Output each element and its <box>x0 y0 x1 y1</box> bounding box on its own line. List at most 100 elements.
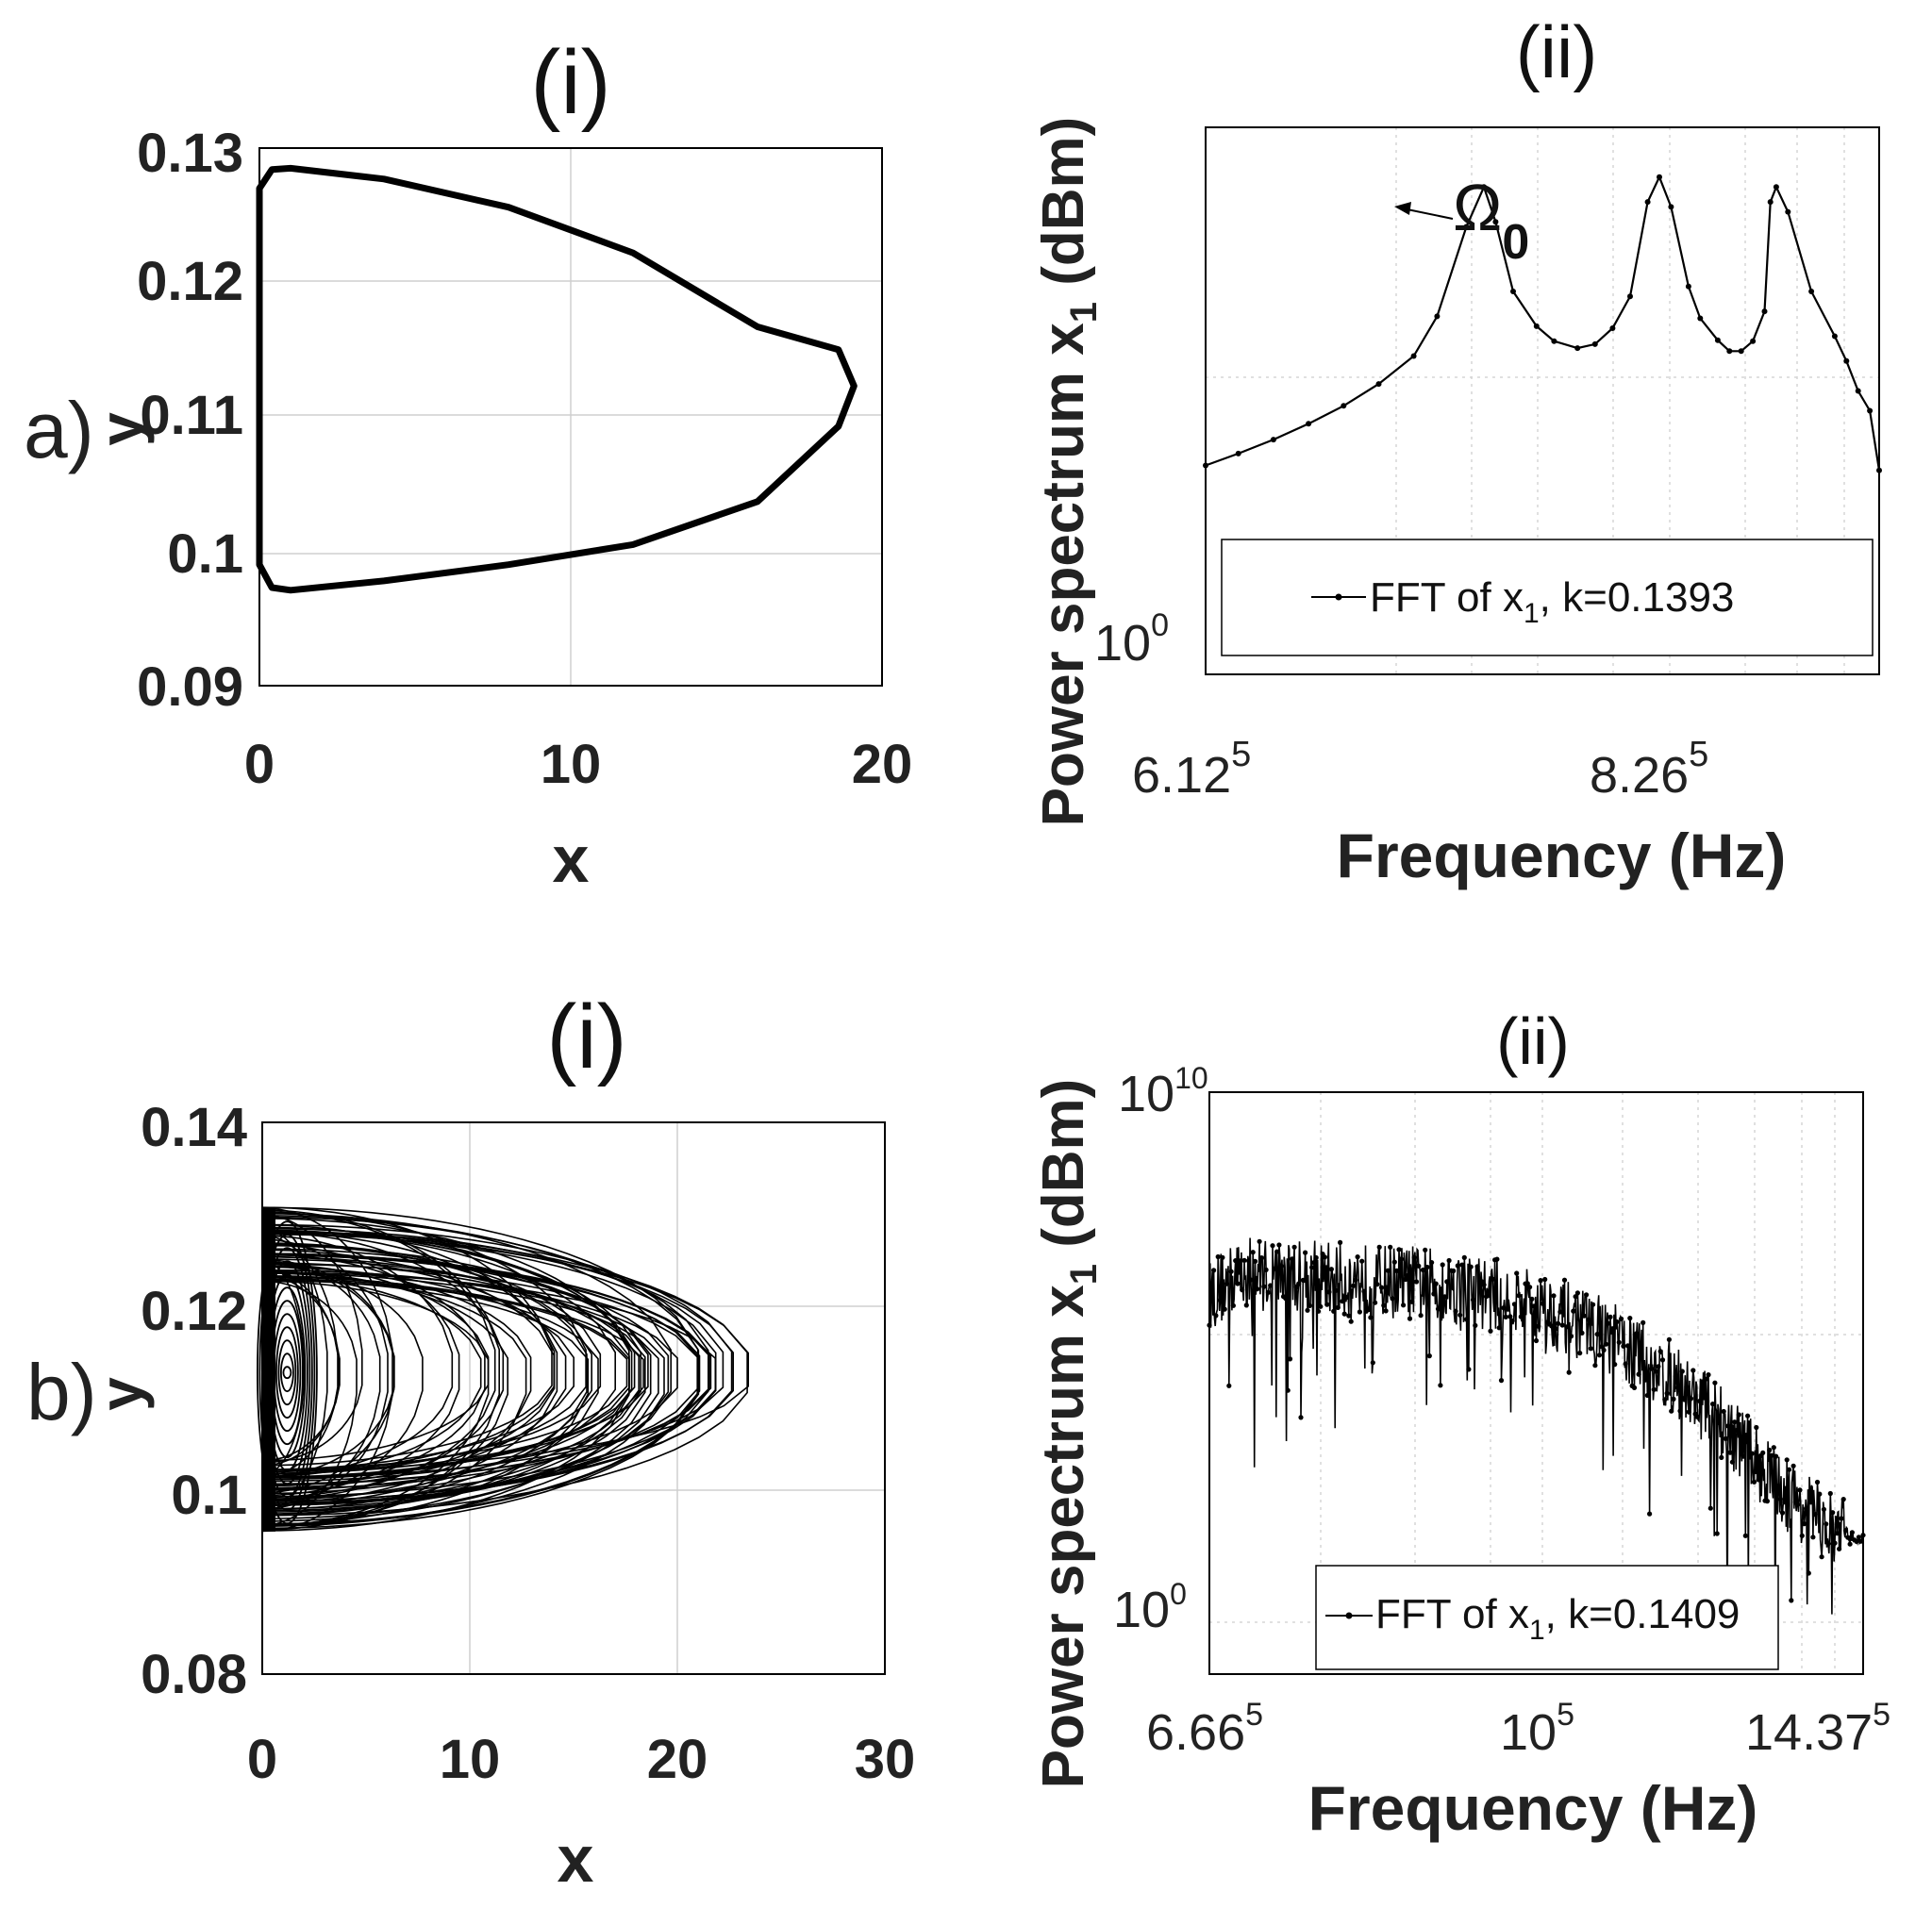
noise-spectrum-point <box>1338 1239 1343 1245</box>
noise-spectrum-point <box>1742 1533 1748 1538</box>
orbit-curve <box>261 1265 424 1502</box>
panel-a-i-title: (i) <box>530 32 610 133</box>
spectrum-point <box>1203 462 1208 469</box>
panel-b-ii-xtick: 14.375 <box>1745 1697 1890 1761</box>
noise-spectrum-point <box>1516 1293 1522 1299</box>
noise-spectrum-point <box>1398 1256 1404 1262</box>
noise-spectrum-point <box>1591 1302 1596 1307</box>
spectrum-point <box>1876 467 1882 473</box>
panel-a-i-xtick: 20 <box>852 734 913 795</box>
spectrum-point <box>1668 204 1674 210</box>
noise-spectrum-point <box>1579 1330 1585 1336</box>
noise-spectrum-point <box>1774 1453 1779 1459</box>
orbit-curve <box>261 1244 649 1474</box>
noise-spectrum-point <box>1357 1309 1362 1315</box>
noise-spectrum-point <box>1241 1257 1247 1263</box>
annotation-arrowhead <box>1394 202 1411 215</box>
noise-spectrum-point <box>1734 1427 1740 1434</box>
noise-spectrum-point <box>1413 1279 1420 1285</box>
noise-spectrum-point <box>1827 1490 1833 1497</box>
noise-spectrum-point <box>1607 1314 1613 1319</box>
noise-spectrum-point <box>1468 1264 1474 1269</box>
spectrum-point <box>1785 208 1791 215</box>
noise-spectrum-point <box>1411 1254 1417 1260</box>
orbit-core <box>256 1220 318 1525</box>
orbit-curve <box>261 1248 652 1522</box>
orbit-curve <box>261 1280 358 1527</box>
noise-spectrum-point <box>1423 1247 1428 1253</box>
noise-spectrum-point <box>1624 1343 1631 1349</box>
spectrum-point <box>1855 388 1861 394</box>
noise-spectrum-point <box>1331 1308 1337 1314</box>
noise-spectrum-point <box>1784 1457 1790 1463</box>
noise-spectrum-point <box>1842 1528 1849 1534</box>
noise-spectrum-point <box>1451 1268 1457 1274</box>
noise-spectrum-point <box>1501 1305 1507 1311</box>
noise-spectrum-point <box>1779 1510 1786 1516</box>
noise-spectrum-point <box>1749 1451 1755 1456</box>
panel-b-i-ylabel: y <box>87 1377 155 1411</box>
noise-spectrum-point <box>1847 1541 1853 1547</box>
noise-spectrum-point <box>1574 1290 1580 1296</box>
noise-spectrum-point <box>1740 1453 1746 1459</box>
noise-spectrum-point <box>1553 1326 1558 1332</box>
noise-spectrum-point <box>1747 1454 1753 1460</box>
noise-spectrum-point <box>1802 1521 1807 1527</box>
noise-spectrum-point <box>1333 1287 1339 1293</box>
noise-spectrum-point <box>1505 1306 1511 1312</box>
noise-spectrum-point <box>1309 1265 1315 1270</box>
noise-spectrum-point <box>1438 1383 1443 1388</box>
legend-suffix: , k=0.1409 <box>1545 1591 1740 1637</box>
noise-spectrum-point <box>1631 1385 1638 1390</box>
noise-spectrum-point <box>1653 1369 1659 1374</box>
noise-spectrum-point <box>1324 1302 1330 1307</box>
noise-spectrum-point <box>1524 1281 1530 1286</box>
orbit-curve <box>261 1209 500 1531</box>
noise-spectrum-point <box>1641 1319 1646 1325</box>
noise-spectrum-point <box>1669 1408 1674 1414</box>
noise-spectrum-point <box>1509 1318 1515 1323</box>
noise-spectrum-point <box>1754 1424 1759 1431</box>
panel-b-i-xlabel: x <box>558 1822 594 1896</box>
noise-spectrum-point <box>1725 1423 1731 1429</box>
noise-spectrum-point <box>1418 1313 1424 1319</box>
noise-spectrum-point <box>1220 1254 1225 1260</box>
orbit-curve <box>261 1274 341 1462</box>
noise-spectrum-point <box>1340 1299 1345 1304</box>
panel-a-ii-grid <box>1206 127 1879 674</box>
legend: FFT of x1, k=0.1409 <box>1315 1565 1779 1670</box>
noise-spectrum-point <box>1407 1316 1413 1321</box>
noise-spectrum-point <box>1727 1450 1733 1455</box>
orbit-core <box>279 1352 294 1393</box>
legend-marker <box>1335 593 1342 601</box>
noise-spectrum-point <box>1420 1267 1425 1273</box>
panel-a-ii-xtick: 6.125 <box>1132 735 1251 804</box>
noise-spectrum-point <box>1603 1341 1608 1347</box>
noise-spectrum-point <box>1561 1277 1568 1283</box>
legend-subscript: 1 <box>1529 1615 1545 1646</box>
noise-spectrum-point <box>1686 1409 1691 1415</box>
noise-spectrum-point <box>1795 1502 1801 1507</box>
orbit-curve <box>261 1207 393 1533</box>
noise-spectrum-point <box>1697 1398 1703 1404</box>
noise-spectrum-point <box>1860 1533 1866 1538</box>
noise-spectrum-point <box>1775 1483 1781 1489</box>
row-label-b: b) <box>26 1348 97 1436</box>
noise-spectrum-point <box>1486 1293 1491 1299</box>
noise-spectrum-point <box>1642 1377 1648 1383</box>
noise-spectrum-point <box>1263 1267 1269 1272</box>
noise-spectrum-point <box>1252 1258 1258 1264</box>
noise-spectrum-point <box>1496 1325 1502 1331</box>
noise-spectrum-point <box>1213 1313 1219 1319</box>
noise-spectrum-point <box>1551 1293 1557 1299</box>
noise-spectrum-point <box>1235 1281 1241 1286</box>
noise-spectrum-point <box>1662 1397 1668 1402</box>
ylabel-main: Power spectrum x <box>1031 323 1096 827</box>
noise-spectrum-point <box>1394 1268 1400 1273</box>
spectrum-point <box>1767 199 1774 206</box>
orbit-curve <box>261 1235 454 1478</box>
panel-a-i-xticks: 0 10 20 <box>244 734 912 795</box>
noise-spectrum-point <box>1318 1303 1324 1309</box>
noise-spectrum-point <box>1409 1299 1415 1304</box>
spectrum-point <box>1657 174 1662 180</box>
